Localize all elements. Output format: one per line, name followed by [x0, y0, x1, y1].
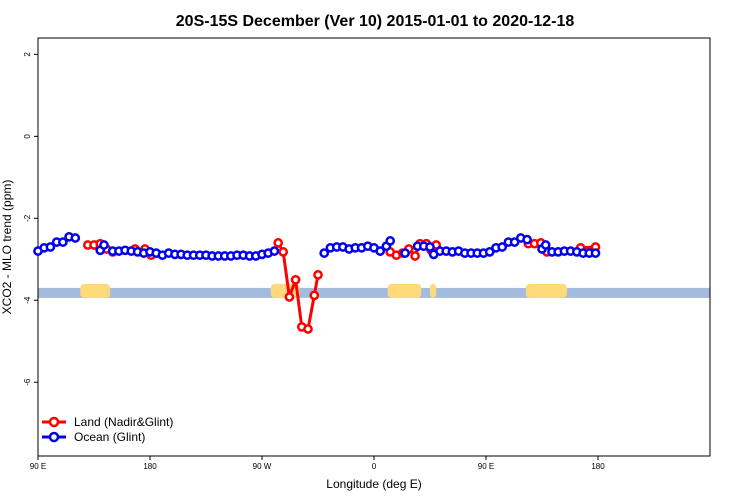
y-tick-label: 0 [23, 134, 32, 139]
x-tick-label: 180 [143, 462, 157, 471]
data-point [484, 247, 495, 257]
y-axis: 2 0 -2 -4 -6 [23, 52, 38, 386]
data-point [45, 242, 56, 252]
data-point [99, 240, 109, 250]
data-point [590, 248, 601, 258]
data-point [284, 292, 295, 302]
series-ocean [33, 231, 601, 261]
y-tick-label: -4 [23, 296, 32, 304]
land-band [80, 283, 111, 298]
y-tick-label: 2 [23, 52, 32, 57]
y-axis-label: XCO2 - MLO trend (ppm) [0, 180, 14, 315]
data-point [290, 274, 301, 285]
x-tick-label: 0 [372, 462, 377, 471]
x-tick-label: 90 E [478, 462, 494, 471]
x-tick-label: 90 E [30, 462, 46, 471]
ocean-band [38, 287, 710, 298]
data-point [540, 240, 551, 250]
data-point [319, 248, 330, 258]
data-point [313, 270, 323, 280]
data-point [303, 324, 313, 334]
data-point [497, 242, 508, 252]
land-band [430, 283, 437, 298]
x-tick-label: 180 [591, 462, 605, 471]
data-point [375, 246, 386, 256]
chart-title: 20S-15S December (Ver 10) 2015-01-01 to … [176, 13, 575, 30]
data-point [70, 233, 81, 243]
x-tick-label: 90 W [253, 462, 272, 471]
data-point [385, 236, 396, 246]
data-point [273, 238, 284, 248]
y-tick-label: -2 [23, 214, 32, 222]
legend: Land (Nadir&Glint)Ocean (Glint) [42, 415, 173, 444]
data-point [269, 246, 280, 256]
legend-label: Land (Nadir&Glint) [74, 415, 173, 429]
x-axis-label: Longitude (deg E) [326, 477, 421, 491]
data-point [309, 290, 320, 301]
land-band [525, 283, 567, 298]
legend-label: Ocean (Glint) [74, 430, 145, 444]
legend-marker [48, 416, 60, 428]
series-layer [33, 231, 601, 334]
series-line [276, 242, 320, 331]
land-band [387, 283, 422, 298]
legend-marker [48, 431, 60, 443]
data-point [278, 247, 289, 257]
data-point [58, 237, 68, 247]
data-point [522, 234, 532, 245]
x-axis: 90 E 180 90 W 0 90 E 180 [30, 456, 605, 471]
surface-type-band [38, 283, 710, 298]
data-point [410, 251, 420, 261]
data-point [400, 248, 410, 258]
y-tick-label: -6 [23, 378, 32, 386]
data-point [509, 237, 520, 247]
data-point [425, 242, 435, 252]
